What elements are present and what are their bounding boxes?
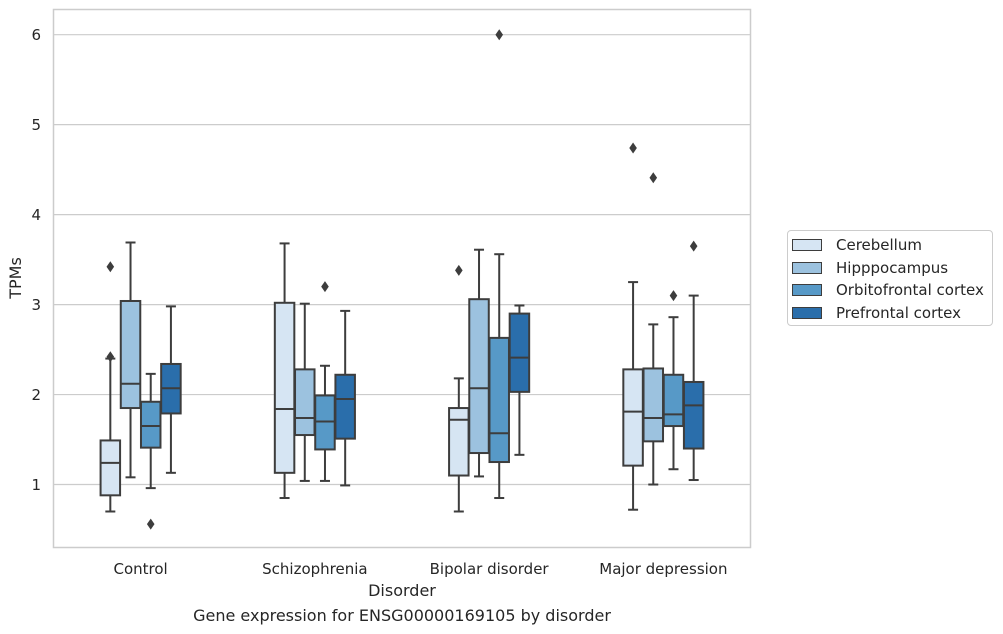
box-plot bbox=[160, 305, 182, 474]
outlier-point bbox=[495, 29, 504, 41]
y-tick-label: 2 bbox=[31, 386, 41, 404]
outlier-point bbox=[455, 264, 463, 276]
box-plot bbox=[314, 281, 336, 482]
box-plot bbox=[334, 309, 356, 487]
outlier-point bbox=[629, 142, 637, 154]
box-plot bbox=[139, 372, 162, 530]
box-plot bbox=[508, 304, 531, 456]
y-axis-label: TPMs bbox=[6, 257, 25, 300]
box bbox=[273, 301, 296, 474]
box-plot bbox=[273, 242, 296, 500]
plot-frame bbox=[52, 8, 752, 549]
box bbox=[642, 367, 665, 443]
legend-label: Orbitofrontal cortex bbox=[836, 281, 984, 300]
outlier-point bbox=[106, 351, 115, 363]
y-tick-label: 4 bbox=[31, 206, 41, 224]
box-plot bbox=[294, 302, 316, 482]
legend-swatch bbox=[792, 306, 822, 319]
outlier-point bbox=[321, 281, 329, 293]
legend-swatch bbox=[792, 239, 822, 252]
outlier-point bbox=[146, 518, 155, 530]
legend-label: Prefrontal cortex bbox=[836, 303, 961, 322]
box-plot bbox=[119, 241, 142, 479]
x-tick-labels: Control Schizophrenia Bipolar disorder Majo… bbox=[114, 560, 728, 578]
legend-label: Hipppocampus bbox=[836, 258, 949, 277]
box-plot bbox=[99, 261, 122, 513]
y-tick-labels: 1 2 3 4 5 6 bbox=[31, 26, 41, 494]
legend-label: Cerebellum bbox=[836, 236, 922, 255]
chart-caption: Gene expression for ENSG00000169105 by d… bbox=[193, 606, 611, 625]
box-plots bbox=[99, 29, 705, 530]
legend-item-hippocampus: Hipppocampus bbox=[788, 257, 992, 280]
y-tick-label: 1 bbox=[31, 476, 41, 494]
legend: Cerebellum Hipppocampus Orbitofrontal co… bbox=[787, 230, 993, 326]
box bbox=[448, 407, 470, 477]
box bbox=[294, 368, 316, 437]
y-tick-label: 6 bbox=[31, 26, 41, 44]
box bbox=[662, 373, 685, 428]
box bbox=[334, 373, 356, 440]
box bbox=[99, 439, 122, 497]
x-tick-label: Schizophrenia bbox=[262, 560, 367, 578]
outlier-point bbox=[106, 261, 115, 273]
box-plot bbox=[488, 29, 510, 500]
legend-item-orbitofrontal-cortex: Orbitofrontal cortex bbox=[788, 279, 992, 302]
box-plot bbox=[662, 290, 685, 471]
outlier-point bbox=[689, 240, 698, 252]
x-tick-label: Major depression bbox=[599, 560, 727, 578]
x-tick-label: Bipolar disorder bbox=[430, 560, 550, 578]
y-tick-label: 5 bbox=[31, 116, 41, 134]
x-axis-label: Disorder bbox=[368, 581, 436, 600]
box-plot bbox=[682, 240, 705, 482]
legend-swatch bbox=[792, 261, 822, 274]
x-tick-label: Control bbox=[114, 560, 168, 578]
legend-item-prefrontal-cortex: Prefrontal cortex bbox=[788, 302, 992, 325]
box-plot bbox=[468, 248, 490, 478]
box bbox=[119, 299, 142, 410]
box bbox=[622, 368, 644, 467]
legend-item-cerebellum: Cerebellum bbox=[788, 234, 992, 257]
box-plot bbox=[622, 142, 644, 511]
legend-swatch bbox=[792, 284, 822, 297]
box bbox=[682, 380, 705, 450]
outlier-point bbox=[669, 290, 678, 302]
box bbox=[488, 336, 510, 464]
outlier-point bbox=[649, 172, 658, 184]
box-plot bbox=[448, 264, 470, 513]
box bbox=[468, 298, 490, 455]
box-plot bbox=[642, 172, 665, 486]
y-tick-label: 3 bbox=[31, 296, 41, 314]
box bbox=[139, 400, 162, 449]
box bbox=[508, 312, 531, 393]
